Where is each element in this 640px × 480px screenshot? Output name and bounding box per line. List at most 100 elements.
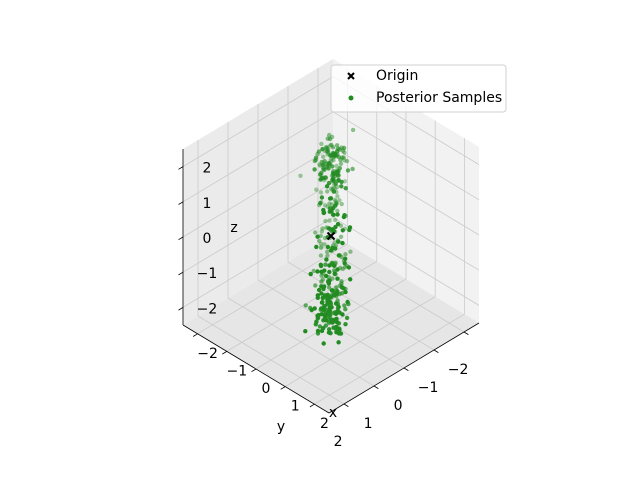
- sample-point: [325, 244, 331, 250]
- sample-point: [333, 181, 338, 186]
- sample-point: [336, 340, 341, 345]
- grid-line-y-floor: [197, 243, 348, 335]
- sample-point: [344, 315, 350, 321]
- y-tick-label: 2: [320, 416, 329, 432]
- sample-point: [313, 155, 319, 160]
- y-tick-mark: [251, 368, 257, 373]
- sample-point: [335, 308, 340, 314]
- sample-point: [341, 145, 347, 151]
- x-tick-label: −1: [418, 380, 439, 396]
- origin-marker: [326, 231, 336, 241]
- sample-point: [328, 157, 333, 162]
- x-tick-mark: [433, 349, 439, 353]
- sample-point: [340, 228, 345, 233]
- sample-point: [339, 184, 344, 189]
- sample-point: [326, 161, 332, 166]
- y-tick-mark: [222, 351, 228, 355]
- sample-point: [319, 284, 324, 289]
- sample-point: [346, 265, 352, 270]
- sample-point: [318, 177, 323, 182]
- grid-line-y-floor: [226, 261, 378, 352]
- x-tick-mark: [463, 331, 469, 335]
- y-tick-label: 1: [291, 399, 300, 415]
- sample-point: [343, 322, 348, 327]
- sample-point: [323, 262, 328, 267]
- sample-point: [318, 190, 324, 195]
- sample-point: [308, 271, 313, 277]
- sample-point: [323, 273, 329, 279]
- legend: Origin Posterior Samples: [330, 64, 507, 113]
- sample-point: [323, 316, 328, 321]
- z-tick-mark: [178, 201, 184, 205]
- sample-point: [342, 261, 347, 266]
- sample-point: [327, 327, 332, 332]
- z-axis-label: z: [230, 220, 237, 236]
- sample-point: [327, 269, 332, 275]
- sample-point: [312, 167, 317, 172]
- sample-point: [324, 312, 329, 317]
- sample-point: [298, 173, 303, 178]
- sample-point: [339, 281, 344, 286]
- sample-point: [326, 281, 332, 286]
- sample-point: [350, 166, 355, 172]
- sample-point: [336, 239, 341, 244]
- sample-point: [334, 185, 340, 190]
- sample-point: [315, 234, 320, 239]
- sample-point: [331, 151, 336, 156]
- sample-point: [338, 161, 344, 166]
- sample-point: [326, 285, 332, 290]
- sample-point: [327, 218, 332, 223]
- z-tick-mark: [178, 166, 184, 170]
- sample-point: [303, 329, 308, 334]
- sample-point: [342, 179, 348, 184]
- sample-point: [317, 238, 322, 244]
- sample-point: [330, 145, 336, 150]
- z-tick-label: −2: [197, 301, 218, 317]
- sample-point: [345, 299, 350, 305]
- sample-point: [330, 245, 335, 251]
- sample-point: [329, 202, 334, 207]
- sample-point: [322, 268, 327, 273]
- sample-point: [334, 316, 339, 321]
- sample-point: [315, 269, 320, 274]
- sample-point: [343, 307, 348, 312]
- grid-line-z-wall-x: [332, 111, 480, 201]
- z-tick-mark: [178, 271, 184, 276]
- sample-point: [319, 291, 324, 296]
- sample-point: [318, 263, 324, 269]
- sample-point: [331, 228, 336, 234]
- y-tick-mark: [280, 386, 286, 390]
- sample-point: [343, 186, 348, 191]
- sample-point: [318, 172, 323, 177]
- grid-line-z-wall-y: [182, 217, 334, 308]
- z-tick-mark: [178, 307, 184, 311]
- sample-point: [326, 308, 332, 314]
- sample-point: [338, 234, 344, 239]
- sample-point: [327, 305, 332, 310]
- sample-point: [319, 141, 324, 147]
- sample-point: [335, 212, 340, 217]
- sample-point: [316, 149, 322, 154]
- sample-point: [335, 221, 341, 227]
- sample-point: [315, 295, 320, 300]
- sample-point: [320, 147, 325, 152]
- sample-point: [331, 158, 336, 163]
- sample-point: [322, 203, 328, 208]
- sample-point: [323, 218, 328, 224]
- sample-point: [337, 198, 342, 203]
- sample-point: [322, 242, 327, 247]
- legend-marker-origin: [347, 72, 355, 80]
- sample-point: [318, 245, 324, 250]
- sample-point: [334, 285, 339, 290]
- y-tick-label: −1: [226, 363, 247, 379]
- sample-point: [331, 171, 337, 177]
- sample-point: [331, 189, 337, 194]
- sample-point: [319, 328, 325, 334]
- legend-label-origin: Origin: [376, 68, 418, 84]
- sample-point: [335, 267, 340, 272]
- sample-point: [319, 195, 325, 200]
- sample-point: [320, 306, 326, 311]
- z-tick-label: 0: [203, 231, 212, 247]
- legend-box: [330, 64, 507, 113]
